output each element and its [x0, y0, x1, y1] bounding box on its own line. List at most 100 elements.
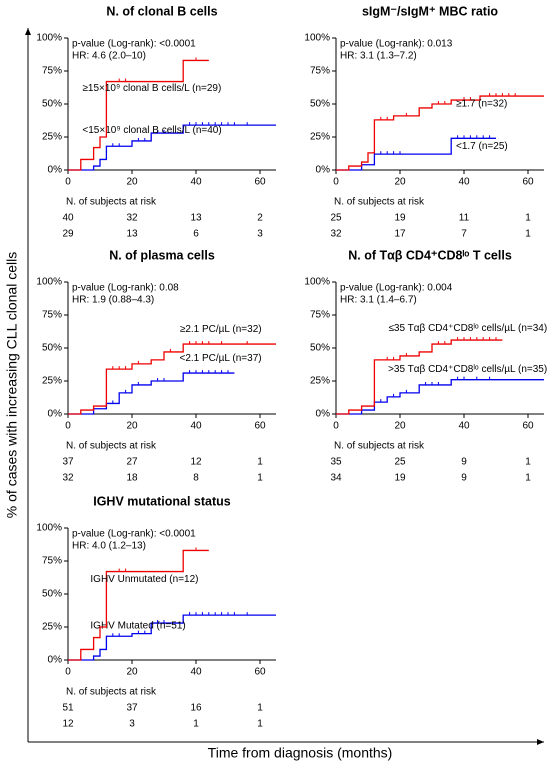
at-risk: 1 [525, 213, 531, 224]
y-tick-label: 25% [42, 132, 62, 143]
at-risk: 6 [193, 229, 199, 240]
y-tick-label: 0% [48, 165, 63, 176]
at-risk: 27 [126, 457, 138, 468]
x-tick-label: 0 [333, 421, 339, 432]
at-risk: 11 [459, 213, 470, 224]
panel-title: N. of plasma cells [109, 248, 215, 262]
at-risk: 3 [129, 719, 135, 730]
y-tick-label: 50% [42, 343, 62, 354]
at-risk: 16 [190, 703, 202, 714]
km-curve [68, 549, 209, 661]
at-risk: 13 [190, 213, 202, 224]
at-risk: 25 [394, 457, 406, 468]
x-tick-label: 40 [190, 667, 202, 678]
series-label: ≤35 Tαβ CD4⁺CD8ˡᵒ cells/µL (n=34) [388, 323, 547, 334]
x-tick-label: 40 [190, 177, 202, 188]
annotation: HR: 3.1 (1.3–7.2) [340, 51, 417, 62]
y-tick-label: 50% [310, 99, 330, 110]
y-tick-label: 100% [36, 33, 62, 44]
y-tick-label: 75% [42, 310, 62, 321]
annotation: p-value (Log-rank): 0.08 [72, 283, 179, 294]
at-risk: 32 [126, 213, 138, 224]
annotation: HR: 3.1 (1.4–6.7) [340, 295, 417, 306]
x-tick-label: 40 [458, 177, 470, 188]
risk-title: N. of subjects at risk [334, 197, 425, 208]
annotation: p-value (Log-rank): <0.0001 [72, 39, 196, 50]
y-tick-label: 25% [42, 622, 62, 633]
at-risk: 37 [62, 457, 74, 468]
y-tick-label: 0% [48, 409, 63, 420]
x-tick-label: 0 [65, 421, 71, 432]
at-risk: 32 [330, 229, 342, 240]
series-label: ≥15×10⁹ clonal B cells/L (n=29) [82, 83, 221, 94]
panel-title: IGHV mutational status [93, 494, 231, 508]
series-label: IGHV Mutated (n=51) [90, 620, 185, 631]
y-tick-label: 100% [304, 277, 330, 288]
at-risk: 34 [330, 473, 342, 484]
x-tick-label: 0 [65, 177, 71, 188]
risk-title: N. of subjects at risk [66, 197, 157, 208]
x-tick-label: 60 [522, 177, 534, 188]
x-label: Time from diagnosis (months) [208, 745, 393, 761]
y-tick-label: 25% [310, 132, 330, 143]
panel-title: N. of Tαβ CD4⁺CD8ˡᵒ T cells [348, 248, 512, 262]
y-tick-label: 75% [42, 66, 62, 77]
at-risk: 1 [257, 703, 263, 714]
x-tick-label: 20 [126, 421, 138, 432]
panel-title: N. of clonal B cells [106, 4, 217, 18]
at-risk: 9 [461, 457, 467, 468]
y-tick-label: 50% [42, 589, 62, 600]
at-risk: 40 [62, 213, 74, 224]
x-tick-label: 20 [394, 421, 406, 432]
y-tick-label: 0% [48, 655, 63, 666]
at-risk: 2 [257, 213, 263, 224]
at-risk: 1 [525, 229, 531, 240]
x-tick-label: 40 [190, 421, 202, 432]
annotation: p-value (Log-rank): 0.013 [340, 39, 453, 50]
at-risk: 37 [126, 703, 138, 714]
annotation: HR: 4.6 (2.0–10) [72, 51, 146, 62]
x-tick-label: 60 [254, 177, 266, 188]
x-tick-label: 20 [394, 177, 406, 188]
at-risk: 19 [394, 213, 406, 224]
at-risk: 9 [461, 473, 467, 484]
series-label: ≥2.1 PC/µL (n=32) [180, 324, 262, 335]
km-curve [68, 59, 209, 171]
series-label: <15×10⁹ clonal B cells/L (n=40) [82, 125, 221, 136]
y-tick-label: 50% [42, 99, 62, 110]
y-tick-label: 25% [42, 376, 62, 387]
at-risk: 1 [257, 719, 263, 730]
y-tick-label: 100% [36, 523, 62, 534]
annotation: HR: 1.9 (0.88–4.3) [72, 295, 154, 306]
y-tick-label: 0% [316, 165, 331, 176]
km-curve [336, 137, 496, 171]
risk-title: N. of subjects at risk [334, 441, 425, 452]
at-risk: 17 [394, 229, 406, 240]
at-risk: 1 [257, 473, 263, 484]
y-label: % of cases with increasing CLL clonal ce… [4, 252, 20, 518]
at-risk: 1 [525, 457, 531, 468]
at-risk: 32 [62, 473, 74, 484]
x-tick-label: 0 [333, 177, 339, 188]
at-risk: 35 [330, 457, 342, 468]
at-risk: 3 [257, 229, 263, 240]
risk-title: N. of subjects at risk [66, 687, 157, 698]
at-risk: 12 [190, 457, 202, 468]
series-label: <2.1 PC/µL (n=37) [179, 353, 261, 364]
annotation: HR: 4.0 (1.2–13) [72, 541, 146, 552]
risk-title: N. of subjects at risk [66, 441, 157, 452]
annotation: p-value (Log-rank): <0.0001 [72, 529, 196, 540]
at-risk: 29 [62, 229, 74, 240]
km-curve [336, 379, 544, 415]
at-risk: 7 [461, 229, 467, 240]
at-risk: 25 [330, 213, 342, 224]
at-risk: 19 [394, 473, 406, 484]
x-tick-label: 0 [65, 667, 71, 678]
panel-title: sIgM⁻/sIgM⁺ MBC ratio [362, 4, 498, 18]
km-curve [336, 339, 503, 415]
at-risk: 13 [126, 229, 138, 240]
x-tick-label: 40 [458, 421, 470, 432]
y-tick-label: 50% [310, 343, 330, 354]
at-risk: 18 [126, 473, 138, 484]
